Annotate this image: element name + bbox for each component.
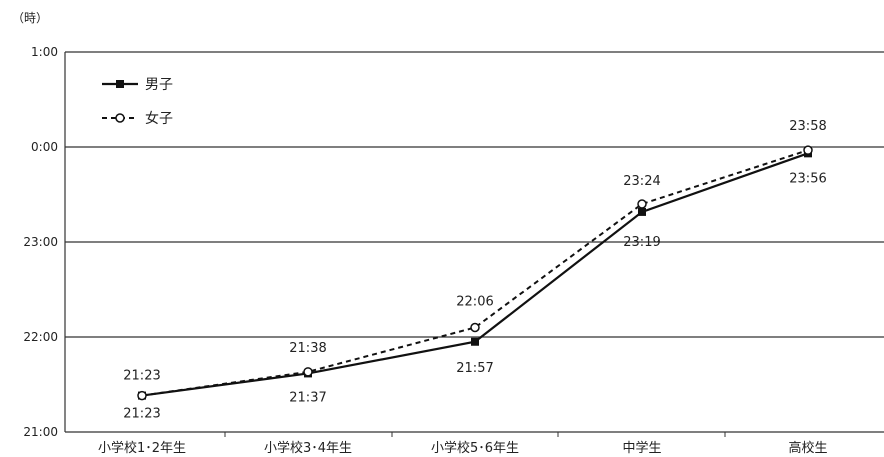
data-label-girls: 21:23 (123, 369, 160, 384)
marker-girls (637, 199, 647, 209)
grid-lines (65, 51, 884, 338)
data-labels: 21:23 21:38 22:06 23:24 23:58 21:23 21:37 21:57… (123, 119, 826, 421)
data-label-boys: 23:56 (789, 171, 826, 186)
series-line-girls (141, 149, 809, 397)
legend-label-boys: 男子 (145, 77, 173, 93)
data-label-girls: 21:38 (289, 341, 326, 356)
y-axis-unit-label: （時） (12, 11, 48, 25)
x-tick-label: 小学校5･6年生 (431, 440, 519, 456)
data-label-boys: 21:37 (289, 390, 326, 405)
x-tick-label: 小学校3･4年生 (264, 440, 352, 456)
legend-label-girls: 女子 (145, 110, 173, 127)
legend-marker-boys (116, 80, 124, 88)
y-tick-label: 0:00 (31, 140, 58, 154)
marker-girls (470, 322, 480, 333)
marker-girls (303, 367, 313, 377)
legend-marker-girls (115, 113, 125, 123)
x-tick-label: 中学生 (622, 440, 661, 456)
marker-girls (803, 145, 813, 155)
data-label-boys: 23:19 (623, 235, 660, 250)
series-lines (137, 145, 813, 401)
marker-boys (471, 337, 479, 346)
data-label-girls: 22:06 (456, 295, 493, 310)
y-tick-label: 1:00 (31, 45, 58, 59)
series-line-boys (141, 152, 809, 397)
marker-girls (137, 390, 147, 401)
axes: 1:00 0:00 23:00 22:00 21:00 小学校1･2年生 小学校3･4年生 小… (23, 45, 884, 456)
y-tick-label: 23:00 (23, 235, 58, 249)
data-label-boys: 21:23 (123, 407, 160, 422)
data-label-boys: 21:57 (456, 361, 493, 376)
y-tick-label: 22:00 (23, 330, 58, 344)
y-tick-label: 21:00 (23, 425, 58, 439)
x-tick-label: 小学校1･2年生 (98, 440, 186, 456)
data-label-girls: 23:24 (623, 174, 660, 189)
data-label-girls: 23:58 (789, 119, 826, 134)
x-tick-label: 高校生 (788, 440, 827, 456)
marker-boys (638, 207, 646, 216)
